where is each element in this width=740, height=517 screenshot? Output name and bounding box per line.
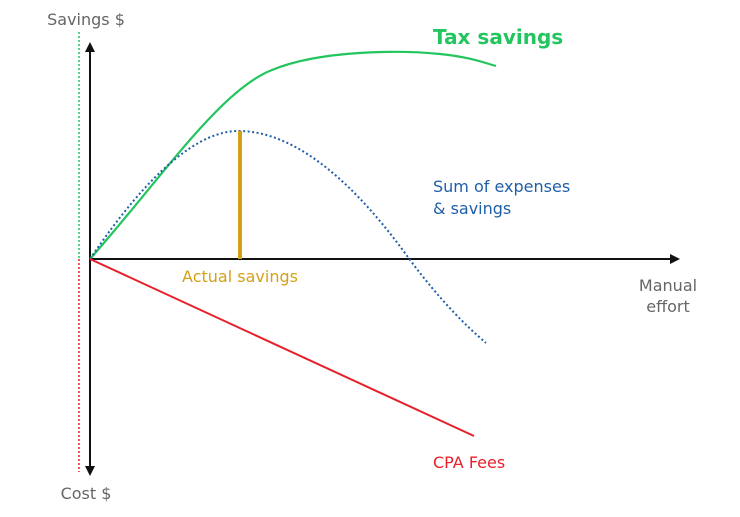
sum-expenses-label-line1: Sum of expenses xyxy=(433,177,570,196)
tax-savings-label: Tax savings xyxy=(433,25,563,49)
sum-expenses-label-line2: & savings xyxy=(433,199,511,218)
savings-axis-label: Savings $ xyxy=(47,10,125,29)
cost-axis-label: Cost $ xyxy=(61,484,112,503)
sum-expenses-savings-curve xyxy=(89,129,487,344)
cpa-fees-line xyxy=(89,258,475,437)
tax-savings-curve xyxy=(89,50,497,260)
cpa-fees-label: CPA Fees xyxy=(433,453,505,472)
actual-savings-label: Actual savings xyxy=(182,267,298,286)
x-axis-label-line2: effort xyxy=(646,297,690,316)
x-axis-label-line1: Manual xyxy=(639,276,697,295)
